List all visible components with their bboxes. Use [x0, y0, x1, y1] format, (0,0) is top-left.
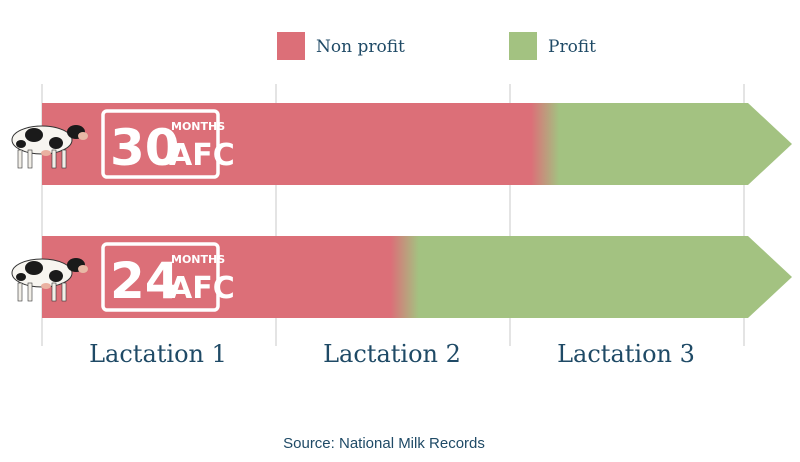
source-note: Source: National Milk Records [283, 435, 485, 452]
stamp-border [101, 109, 220, 179]
stamp-afc-label: AFC [169, 271, 235, 306]
x-tick-label-lactation-2: Lactation 2 [323, 340, 461, 368]
stamp-border [101, 242, 220, 312]
bar-24-months-afc [42, 236, 792, 318]
x-tick-labels: Lactation 1 Lactation 2 Lactation 3 [89, 340, 695, 368]
stamp-afc-label: AFC [169, 138, 235, 173]
stamp-months-label: MONTHS [171, 120, 225, 133]
stamp-number: 30 [110, 119, 180, 177]
legend-swatch-non-profit [277, 32, 305, 60]
x-tick-label-lactation-1: Lactation 1 [89, 340, 227, 368]
x-tick-label-lactation-3: Lactation 3 [557, 340, 695, 368]
cow-icon [11, 258, 88, 302]
cow-icon [11, 125, 88, 169]
legend-label-non-profit: Non profit [316, 37, 405, 57]
bar-30-months-afc [42, 103, 792, 185]
stamp-months-label: MONTHS [171, 253, 225, 266]
legend-swatch-profit [509, 32, 537, 60]
legend-label-profit: Profit [548, 37, 596, 57]
legend: Non profit Profit [277, 32, 596, 60]
stamp-number: 24 [110, 252, 180, 310]
